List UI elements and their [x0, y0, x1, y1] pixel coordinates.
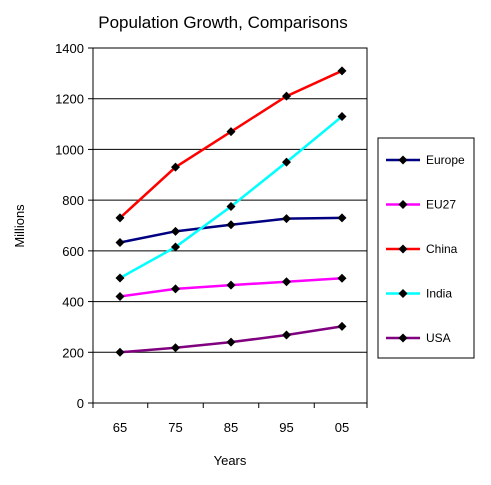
series-india — [115, 111, 347, 283]
data-point-usa — [115, 347, 125, 357]
legend-item-usa: USA — [386, 331, 451, 345]
series-china — [115, 66, 347, 223]
y-tick-label: 400 — [62, 295, 84, 310]
y-axis-label: Millions — [12, 204, 27, 248]
legend-item-china: China — [386, 242, 458, 256]
data-point-china — [115, 213, 125, 223]
series-usa — [115, 321, 347, 357]
legend-item-india: India — [386, 287, 452, 301]
data-point-usa — [337, 321, 347, 331]
data-point-china — [171, 162, 180, 172]
x-axis-label: Years — [214, 453, 247, 468]
data-point-europe — [282, 214, 291, 224]
data-point-europe — [337, 213, 347, 223]
x-tick-label: 75 — [168, 420, 182, 435]
x-axis: 65 75 85 95 05 — [92, 403, 368, 435]
legend-marker — [398, 155, 408, 165]
x-tick-label: 05 — [335, 420, 349, 435]
data-point-india — [171, 242, 180, 252]
chart-title: Population Growth, Comparisons — [98, 13, 347, 32]
legend-label: India — [426, 287, 452, 301]
legend-label: USA — [426, 331, 451, 345]
legend-marker — [398, 289, 408, 298]
y-tick-label: 1000 — [55, 142, 84, 157]
y-tick-label: 1400 — [55, 41, 84, 56]
plot-area — [92, 47, 368, 404]
series-group — [115, 66, 347, 357]
legend-label: Europe — [426, 153, 465, 167]
data-point-india — [115, 273, 125, 283]
legend-label: EU27 — [426, 198, 456, 212]
legend-label: China — [426, 242, 458, 256]
series-line-india — [119, 115, 343, 280]
y-tick-label: 1200 — [55, 92, 84, 107]
data-point-india — [226, 201, 236, 211]
data-point-usa — [171, 343, 180, 353]
data-point-europe — [115, 237, 125, 247]
x-tick-label: 65 — [113, 420, 127, 435]
legend-item-eu27: EU27 — [386, 198, 456, 212]
data-point-usa — [226, 337, 236, 347]
legend: Europe EU27 China India USA — [386, 153, 465, 345]
data-point-china — [282, 91, 291, 101]
y-axis: 0 200 400 600 800 1000 1200 1400 — [55, 41, 93, 411]
legend-marker — [398, 333, 408, 343]
x-tick-label: 85 — [224, 420, 238, 435]
y-tick-label: 600 — [62, 244, 84, 259]
data-point-usa — [282, 330, 291, 340]
data-point-eu27 — [115, 292, 125, 301]
legend-marker — [398, 200, 408, 209]
legend-marker — [398, 244, 408, 254]
data-point-eu27 — [337, 273, 347, 283]
data-point-eu27 — [226, 280, 236, 290]
data-point-eu27 — [282, 277, 291, 287]
x-tick-label: 95 — [279, 420, 293, 435]
data-point-eu27 — [171, 284, 180, 294]
data-point-europe — [226, 220, 236, 230]
y-tick-label: 0 — [77, 396, 84, 411]
data-point-china — [226, 127, 236, 137]
y-tick-label: 800 — [62, 193, 84, 208]
data-point-china — [337, 66, 347, 76]
data-point-india — [337, 111, 347, 121]
legend-item-europe: Europe — [386, 153, 465, 167]
data-point-india — [282, 157, 291, 167]
data-point-europe — [171, 226, 180, 236]
y-tick-label: 200 — [62, 345, 84, 360]
series-europe — [115, 213, 347, 247]
series-eu27 — [115, 273, 347, 301]
